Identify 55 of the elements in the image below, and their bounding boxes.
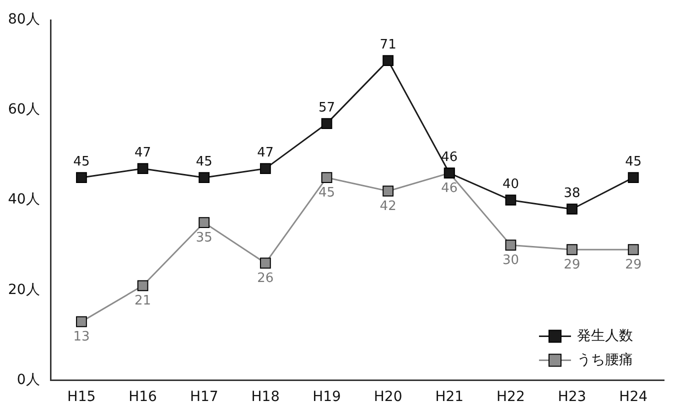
- data-label: 35: [196, 230, 212, 246]
- point: [505, 240, 516, 251]
- point: [566, 244, 578, 256]
- x-tick-label: H18: [251, 389, 280, 406]
- data-label: 71: [380, 37, 396, 52]
- y-tick-label: 60人: [8, 102, 40, 118]
- data-label: 29: [625, 258, 642, 273]
- x-tick-label: H19: [312, 389, 341, 406]
- data-label: 46: [441, 180, 458, 196]
- data-label: 13: [73, 330, 90, 345]
- point: [382, 186, 394, 197]
- point: [321, 172, 332, 184]
- x-tick-label: H21: [435, 389, 464, 406]
- data-label: 45: [73, 154, 90, 170]
- data-label: 30: [502, 253, 519, 268]
- point: [628, 244, 639, 256]
- x-tick-label: H15: [67, 389, 96, 406]
- data-label: 47: [134, 145, 152, 160]
- data-label: 45: [318, 185, 336, 200]
- point: [505, 194, 516, 206]
- y-tick-label: 80人: [8, 12, 40, 28]
- y-tick-label: 0人: [16, 372, 40, 388]
- data-label: 40: [502, 176, 519, 192]
- point: [76, 172, 87, 184]
- x-tick-label: H17: [190, 389, 218, 406]
- legend-label: うち腰痛: [577, 352, 633, 368]
- point: [566, 204, 578, 215]
- data-label: 46: [441, 150, 458, 165]
- point: [137, 163, 148, 174]
- point: [76, 316, 87, 328]
- data-label: 45: [625, 154, 642, 170]
- x-tick-label: H24: [619, 389, 648, 406]
- data-label: 26: [257, 271, 274, 286]
- point: [628, 172, 639, 184]
- data-label: 38: [564, 186, 580, 201]
- point: [321, 118, 332, 130]
- legend-label: 発生人数: [577, 328, 633, 344]
- y-tick-label: 40人: [8, 192, 40, 208]
- point: [260, 258, 271, 269]
- data-label: 21: [134, 294, 152, 309]
- data-label: 42: [380, 198, 396, 214]
- data-label: 29: [564, 258, 580, 273]
- data-label: 47: [257, 145, 274, 160]
- x-tick-label: H22: [496, 389, 525, 406]
- point: [198, 217, 210, 228]
- point: [260, 163, 271, 174]
- x-tick-label: H20: [374, 389, 402, 406]
- y-tick-label: 20人: [8, 282, 40, 298]
- x-tick-label: H16: [128, 389, 158, 406]
- point: [382, 55, 394, 66]
- point: [198, 172, 210, 184]
- data-label: 57: [318, 100, 336, 116]
- point: [137, 280, 148, 292]
- x-tick-label: H23: [558, 389, 586, 406]
- data-label: 45: [196, 154, 212, 170]
